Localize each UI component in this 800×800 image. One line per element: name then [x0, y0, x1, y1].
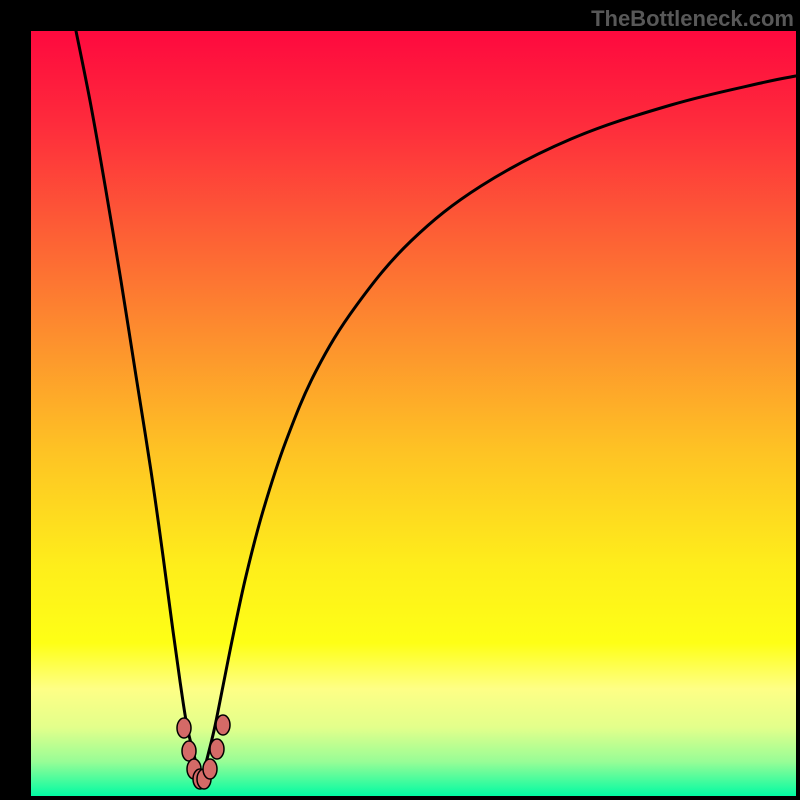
chart-container: TheBottleneck.com [0, 0, 800, 800]
curve-right-branch [201, 76, 796, 776]
curve-marker [210, 739, 224, 759]
curve-marker [177, 718, 191, 738]
curve-marker [182, 741, 196, 761]
watermark-label: TheBottleneck.com [591, 6, 794, 32]
curve-marker [203, 759, 217, 779]
curve-left-branch [76, 31, 201, 776]
plot-area [31, 31, 796, 796]
curve-marker [216, 715, 230, 735]
curve-overlay [31, 31, 796, 796]
